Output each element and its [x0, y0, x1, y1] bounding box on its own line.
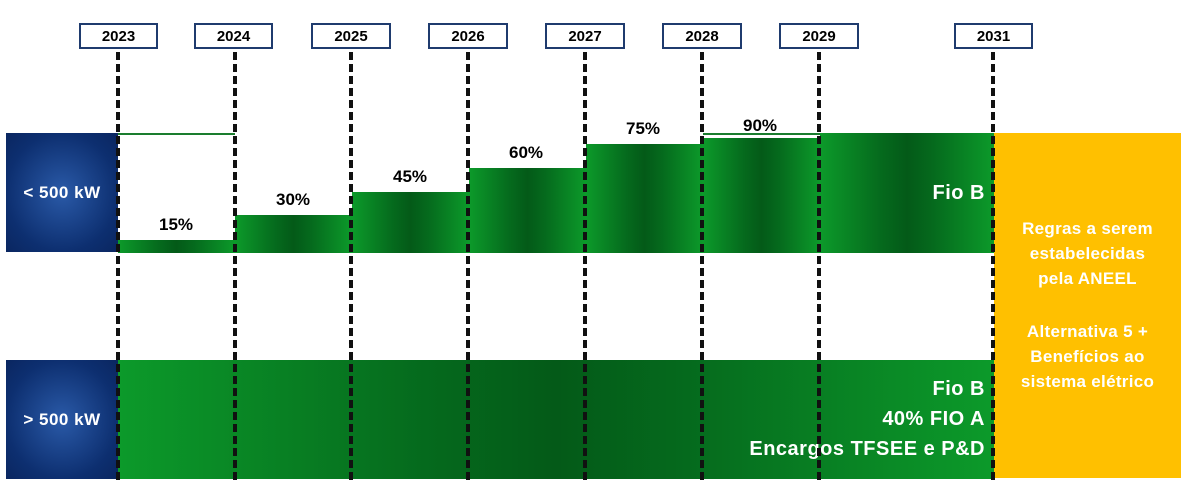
- row-label-over-500kw: > 500 kW: [6, 360, 118, 479]
- percent-label-2025: 45%: [392, 167, 428, 186]
- divider-2027: [583, 52, 587, 480]
- divider-2029: [817, 52, 821, 480]
- alternative-text-line-1: Alternativa 5 +: [1026, 322, 1149, 341]
- rules-text-line-2: estabelecidas: [1029, 244, 1146, 263]
- step-bar-2024: [235, 215, 352, 253]
- divider-2026: [466, 52, 470, 480]
- small-row-component: Fio B: [932, 182, 985, 204]
- alternative-text-line-2: Benefícios ao: [1030, 347, 1145, 366]
- percent-label-2023: 15%: [158, 215, 194, 234]
- step-bar-2027: [586, 144, 703, 253]
- year-box-2024: 2024: [194, 23, 273, 49]
- divider-2025: [349, 52, 353, 480]
- step-bar-2023: [118, 240, 235, 253]
- divider-2023: [116, 52, 120, 480]
- future-rules-block: [994, 133, 1181, 478]
- step-bar-2025: [352, 192, 469, 253]
- step-cap-2023: [118, 133, 235, 135]
- year-box-2029: 2029: [779, 23, 859, 49]
- percent-label-2027: 75%: [625, 119, 661, 138]
- large-row-component-2: 40% FIO A: [882, 408, 985, 430]
- large-row-bar: [118, 360, 994, 479]
- alternative-text-line-3: sistema elétrico: [1020, 372, 1155, 391]
- rules-text-line-1: Regras a serem: [1022, 219, 1153, 238]
- step-bar-2028: [703, 138, 820, 253]
- year-box-2023: 2023: [79, 23, 158, 49]
- divider-2031: [991, 52, 995, 480]
- year-box-2025: 2025: [311, 23, 391, 49]
- divider-2028: [700, 52, 704, 480]
- year-box-2027: 2027: [545, 23, 625, 49]
- large-row-component-1: Fio B: [932, 378, 985, 400]
- step-bar-2029-2031: [820, 133, 994, 253]
- percent-label-2028: 90%: [742, 116, 778, 135]
- step-bar-2026: [469, 168, 586, 253]
- divider-2024: [233, 52, 237, 480]
- percent-label-2026: 60%: [508, 143, 544, 162]
- year-box-2031: 2031: [954, 23, 1033, 49]
- year-box-2028: 2028: [662, 23, 742, 49]
- row-label-under-500kw: < 500 kW: [6, 133, 118, 252]
- year-box-2026: 2026: [428, 23, 508, 49]
- rules-text-line-3: pela ANEEL: [1038, 269, 1137, 288]
- percent-label-2024: 30%: [275, 190, 311, 209]
- step-cap-2028: [703, 133, 820, 135]
- large-row-component-3: Encargos TFSEE e P&D: [749, 438, 985, 460]
